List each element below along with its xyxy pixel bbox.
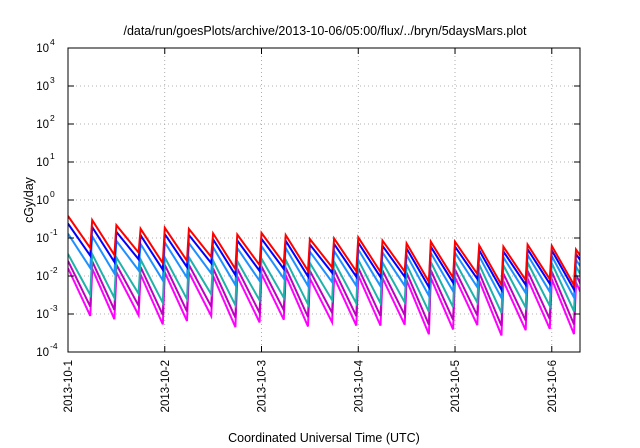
series-line [68, 215, 580, 289]
x-axis-label: Coordinated Universal Time (UTC) [228, 431, 420, 445]
y-tick-exponent: 1 [50, 151, 55, 161]
x-tick-label: 2013-10-6 [547, 360, 559, 412]
y-tick-base: 10 [36, 347, 49, 359]
y-tick-base: 10 [36, 157, 49, 169]
y-tick-label: 102 [36, 113, 55, 131]
y-tick-exponent: 4 [50, 37, 55, 47]
x-tick-label: 2013-10-4 [353, 359, 365, 412]
x-tick-label: 2013-10-5 [450, 360, 462, 412]
chart-title: /data/run/goesPlots/archive/2013-10-06/0… [123, 24, 527, 38]
y-tick-base: 10 [36, 195, 49, 207]
y-tick-label: 101 [36, 151, 55, 169]
y-tick-exponent: 0 [50, 189, 55, 199]
y-tick-label: 10-2 [36, 265, 58, 283]
y-tick-base: 10 [36, 81, 49, 93]
y-tick-exponent: 3 [50, 75, 55, 85]
y-tick-label: 103 [36, 75, 55, 93]
y-axis-label: cGy/day [22, 176, 36, 223]
x-tick-label: 2013-10-3 [257, 360, 269, 412]
y-tick-exponent: 2 [50, 113, 55, 123]
grid-lines [68, 48, 580, 352]
plot-area [68, 215, 580, 336]
y-tick-exponent: -2 [50, 265, 58, 275]
y-tick-exponent: -3 [50, 303, 58, 313]
y-tick-label: 104 [36, 37, 55, 55]
y-tick-label: 10-3 [36, 303, 58, 321]
y-tick-exponent: -1 [50, 227, 58, 237]
y-tick-base: 10 [36, 271, 49, 283]
y-tick-label: 100 [36, 189, 55, 207]
y-tick-base: 10 [36, 309, 49, 321]
x-tick-label: 2013-10-1 [63, 360, 75, 412]
x-tick-label: 2013-10-2 [160, 360, 172, 412]
y-tick-label: 10-1 [36, 227, 58, 245]
y-tick-exponent: -4 [50, 341, 58, 351]
y-tick-base: 10 [36, 43, 49, 55]
axes: 10-410-310-210-11001011021031042013-10-1… [36, 37, 580, 412]
y-tick-label: 10-4 [36, 341, 58, 359]
y-tick-base: 10 [36, 119, 49, 131]
y-tick-base: 10 [36, 233, 49, 245]
